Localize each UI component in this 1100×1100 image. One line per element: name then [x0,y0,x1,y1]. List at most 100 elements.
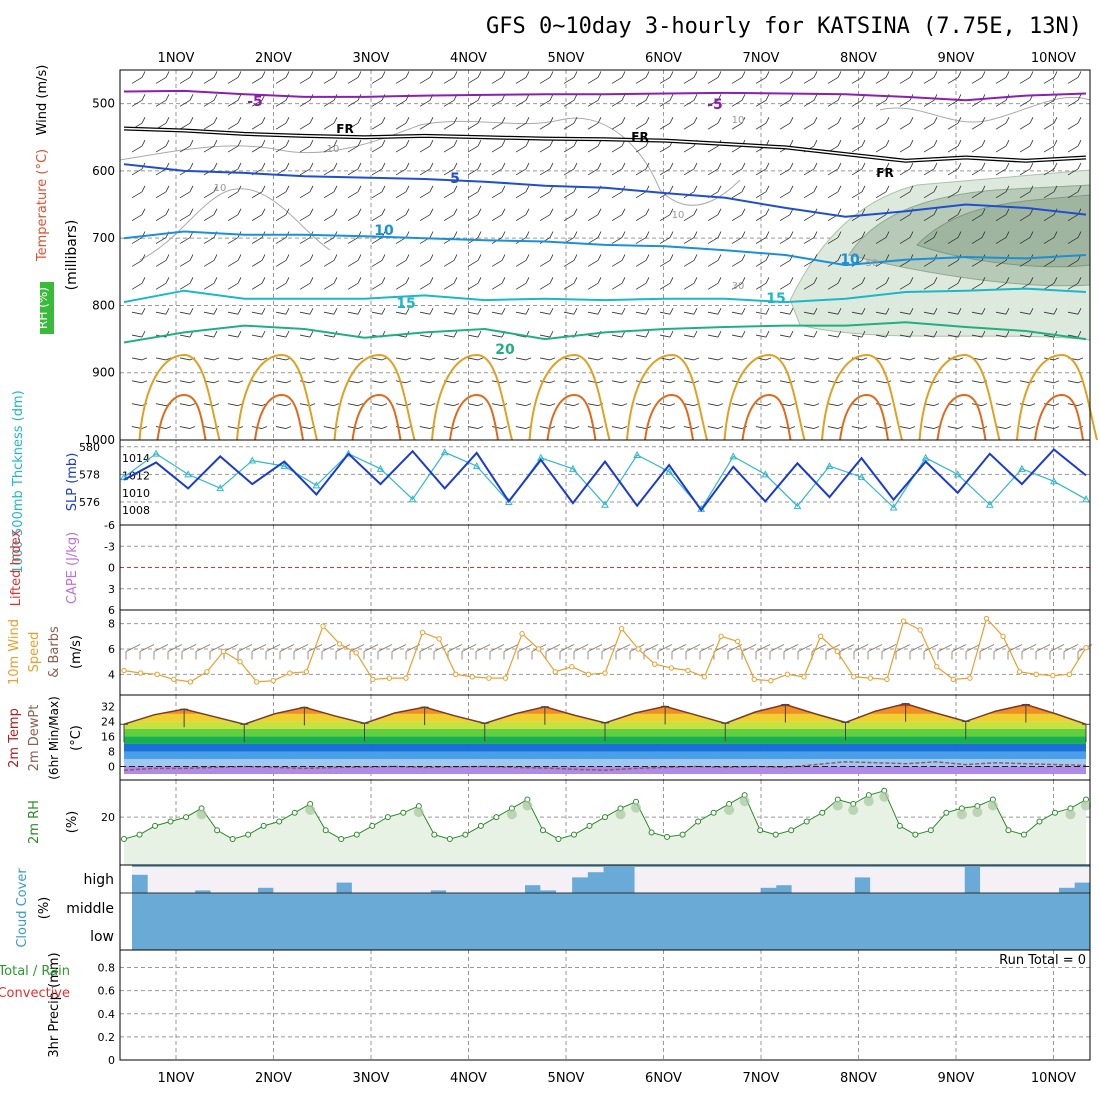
ylabel-precip: 3hr Precip (mm) [47,952,62,1057]
wind-barb [1019,231,1034,244]
ylabel-cloud: Cloud Cover [15,868,30,948]
wind-barb [779,185,794,199]
wind10-barb [923,644,939,660]
temp-minmax [1082,723,1090,743]
rh-point [896,822,903,829]
wind10-point [253,679,260,685]
wind10-barb [461,644,477,660]
wind-barb [731,254,746,267]
wind-barb [731,94,746,107]
temp-minmax [480,722,489,742]
wind-barb [131,308,146,315]
wind-barb [347,357,364,361]
wind-barb [203,94,218,107]
ylabel-minmax: (6hr Min/Max) [47,696,61,780]
wind10-point [403,675,409,681]
cloud-high-gap [1011,867,1028,893]
wind-barb [731,308,746,315]
wind-barb [275,162,290,176]
date-label-bottom: 7NOV [743,1071,780,1086]
wind-barb [443,357,460,361]
ylabel-wind10: 10m Wind [7,619,22,685]
wind-barb [563,94,578,107]
wind-barb [203,308,218,315]
thickness-point [761,470,770,478]
rh-point [1036,818,1043,825]
wind-barb [395,380,412,384]
cloud-high-gap [713,867,730,893]
rh-point [602,814,608,821]
wind-barb [923,208,938,222]
wind-barb [203,254,218,267]
wind10-point [569,664,575,670]
wind-barb [731,185,746,199]
ylabel-total-rain: Total / Rain [0,964,70,979]
wind-barb [395,403,412,407]
wind-barb [899,231,914,244]
wind-barb [731,208,746,222]
contour-label: 30 [732,281,745,292]
wind-barb [299,208,314,222]
wind-barb [731,357,748,361]
wind-barb [851,277,866,290]
rh-point [648,829,655,836]
isotherm-25 [1016,353,1098,441]
wind-barb [515,208,530,222]
isotherm-freezing-outer [123,126,1087,163]
wind-barb [443,403,460,407]
temp-tick: 0 [108,760,115,773]
cloud-high-gap [728,867,745,893]
wind10-barb [615,644,631,660]
cloud-high-gap [273,867,290,893]
thickness-point [408,495,417,503]
rh-point [757,827,764,834]
wind-barb [491,277,506,290]
wind-barb [251,254,266,267]
wind-barb [659,117,674,130]
wind-barb [203,71,218,84]
wind-barb [443,139,458,153]
wind-barb [155,117,170,130]
wind-barb [659,426,676,429]
cloud-high-gap [289,867,306,893]
rh-peak-shade [832,800,843,811]
isotherm-25 [333,353,416,441]
wind-barb [179,380,196,384]
wind-barb [755,162,770,176]
wind10-point [685,667,691,674]
wind-barb [755,426,772,429]
wind-barb [155,254,170,267]
wind-barb [875,231,890,244]
wind-tick: 4 [108,668,115,681]
wind-barb [683,231,698,244]
wind10-point [270,677,276,684]
wind-barb [155,94,170,107]
isotherm-30 [839,393,889,441]
temp-tick: 8 [108,745,115,758]
ylabel-cape: CAPE (J/kg) [65,532,80,604]
contour-label: 10 [327,144,340,155]
wind-barb [563,403,580,407]
wind-barb [683,403,700,407]
wind-barb [899,403,916,407]
wind-barb [155,71,170,84]
wind-barb [467,403,484,407]
wind-barb [347,117,362,130]
wind-barb [227,380,244,384]
wind10-point [486,675,492,681]
isotherm-30 [936,393,987,441]
wind-barb [971,117,986,130]
wind-barb [1019,357,1036,361]
wind-barb [155,139,170,153]
wind-barb [635,403,652,407]
wind10-barb [559,644,575,660]
wind-barb [179,254,194,267]
wind-barb [323,254,338,267]
rh-contour [879,96,1091,123]
wind-barb [827,71,842,84]
wind-barb [467,71,482,84]
wind-barb [539,330,554,338]
rh-point [369,822,376,829]
wind10-point [1033,671,1039,678]
rh-point [539,827,546,834]
